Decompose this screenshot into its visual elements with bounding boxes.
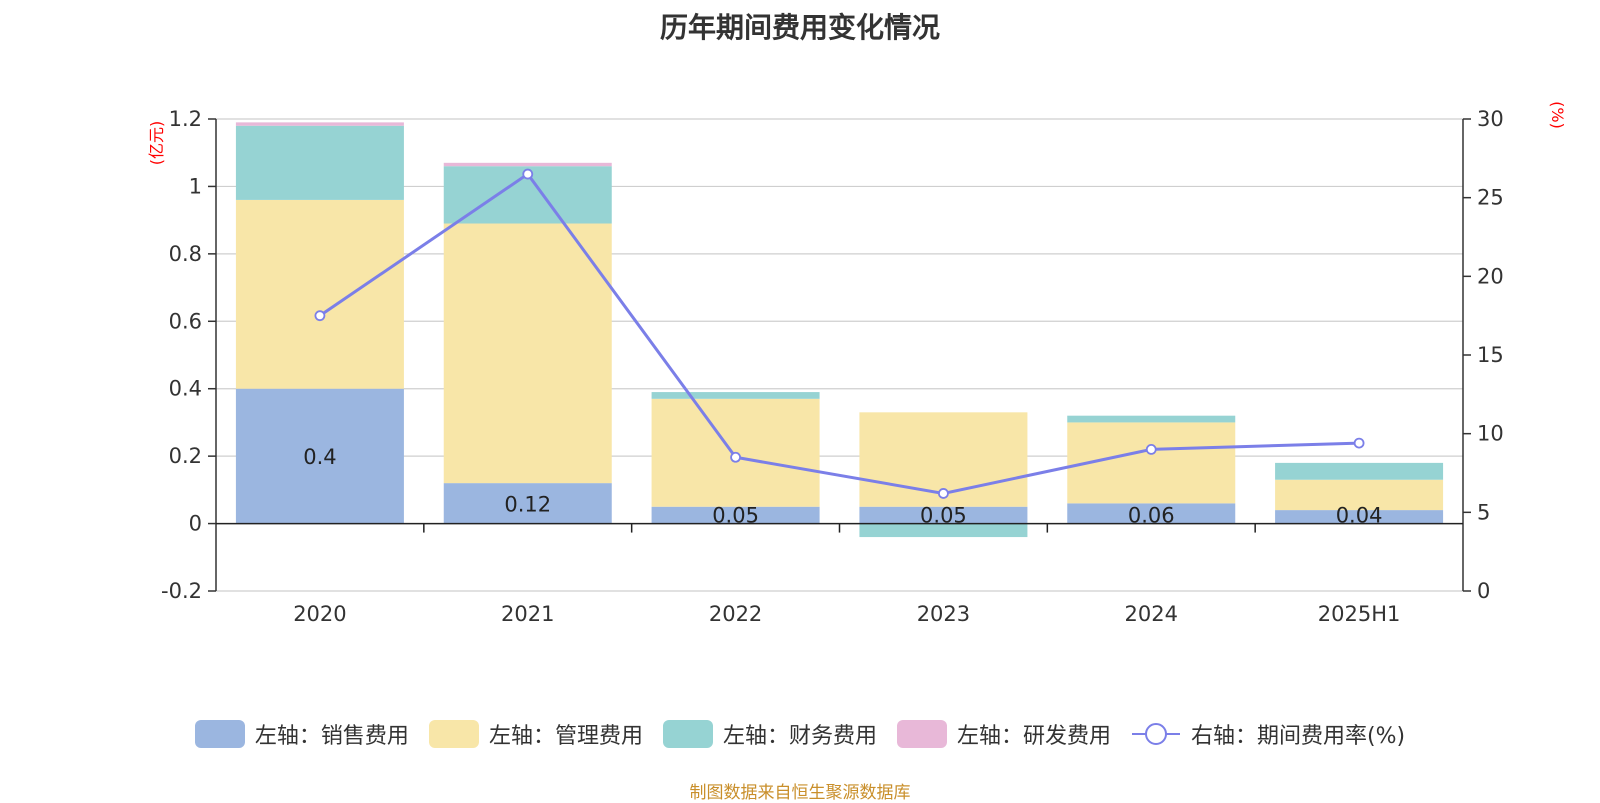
bar-segment <box>859 523 1028 538</box>
left-tick-label: -0.2 <box>161 579 202 603</box>
left-tick-label: 0 <box>189 512 202 536</box>
data-label: 0.05 <box>712 504 759 528</box>
category-label: 2022 <box>709 602 762 626</box>
category-label: 2020 <box>293 602 346 626</box>
right-axis-unit: (%) <box>1548 101 1567 129</box>
bar-segment <box>651 506 820 524</box>
legend-label: 右轴：期间费用率(%) <box>1190 724 1406 749</box>
bar-segment <box>1067 415 1236 423</box>
bar-segment <box>235 122 404 126</box>
bar-layer <box>235 122 1444 538</box>
data-label: 0.05 <box>920 504 967 528</box>
legend-swatch <box>428 720 479 748</box>
bar-segment <box>859 506 1028 524</box>
category-label: 2025H1 <box>1318 602 1401 626</box>
rate-point <box>1145 443 1157 455</box>
category-label: 2021 <box>501 602 554 626</box>
left-tick-label: 0.4 <box>169 377 202 401</box>
legend-item[interactable]: 左轴：管理费用 <box>428 718 643 750</box>
bar-segment <box>1275 479 1444 511</box>
left-tick-label: 0.2 <box>169 444 202 468</box>
rate-point <box>938 488 949 499</box>
legend: 左轴：销售费用 左轴：管理费用 左轴：财务费用 左轴：研发费用 右轴：期间费用率(%) <box>0 718 1600 750</box>
right-tick-label: 15 <box>1477 343 1504 367</box>
left-tick-label: 0.6 <box>169 309 202 333</box>
bar-segment <box>235 199 404 389</box>
left-axis-unit: (亿元) <box>147 121 166 166</box>
chart-title: 历年期间费用变化情况 <box>659 11 940 44</box>
legend-swatch <box>662 720 713 748</box>
left-tick-label: 1 <box>189 174 202 198</box>
legend-item[interactable]: 左轴：销售费用 <box>194 718 409 750</box>
legend-label: 左轴：销售费用 <box>254 724 409 749</box>
data-label: 0.04 <box>1336 504 1383 528</box>
bar-segment <box>443 162 612 167</box>
right-tick-label: 30 <box>1477 107 1504 131</box>
category-label: 2024 <box>1125 602 1178 626</box>
rate-point <box>1353 437 1365 449</box>
right-tick-label: 25 <box>1477 186 1504 210</box>
axis-layer: -0.2 0 0.2 0.4 0.6 0.8 1 1.2 0 5 10 15 20 25 30 (亿元) (%)… <box>147 101 1567 626</box>
left-tick-label: 1.2 <box>169 107 202 131</box>
bar-segment <box>1067 422 1236 504</box>
bar-segment <box>1067 503 1236 524</box>
legend-line-icon <box>1131 723 1180 745</box>
bar-segment <box>1275 510 1444 524</box>
legend-swatch <box>194 720 245 748</box>
data-label: 0.12 <box>504 492 551 516</box>
rate-point <box>314 310 326 322</box>
legend-label: 左轴：财务费用 <box>722 724 877 749</box>
bar-segment <box>235 388 404 524</box>
legend-item[interactable]: 左轴：研发费用 <box>896 718 1111 750</box>
bar-segment <box>1275 462 1444 480</box>
legend-label: 左轴：研发费用 <box>956 724 1111 749</box>
legend-item[interactable]: 右轴：期间费用率(%) <box>1131 718 1405 750</box>
rate-point <box>730 451 741 463</box>
bar-segment <box>443 223 612 484</box>
source-note: 制图数据来自恒生聚源数据库 <box>689 783 911 803</box>
legend-item[interactable]: 左轴：财务费用 <box>662 718 877 750</box>
bar-segment <box>235 125 404 200</box>
right-tick-label: 5 <box>1477 500 1490 524</box>
line-layer <box>314 168 1365 499</box>
legend-swatch <box>896 720 947 748</box>
bar-segment <box>651 392 820 399</box>
category-label: 2023 <box>917 602 970 626</box>
left-tick-label: 0.8 <box>169 242 202 266</box>
data-label: 0.06 <box>1128 504 1175 528</box>
rate-line <box>319 172 1360 495</box>
bar-segment <box>443 483 612 524</box>
label-layer: 0.4 0.12 0.05 0.05 0.06 0.04 <box>303 445 1382 527</box>
right-tick-label: 0 <box>1477 579 1490 603</box>
legend-label: 左轴：管理费用 <box>488 724 643 749</box>
right-tick-label: 10 <box>1477 422 1504 446</box>
rate-point <box>522 168 534 180</box>
data-label: 0.4 <box>303 445 336 469</box>
right-tick-label: 20 <box>1477 264 1504 288</box>
